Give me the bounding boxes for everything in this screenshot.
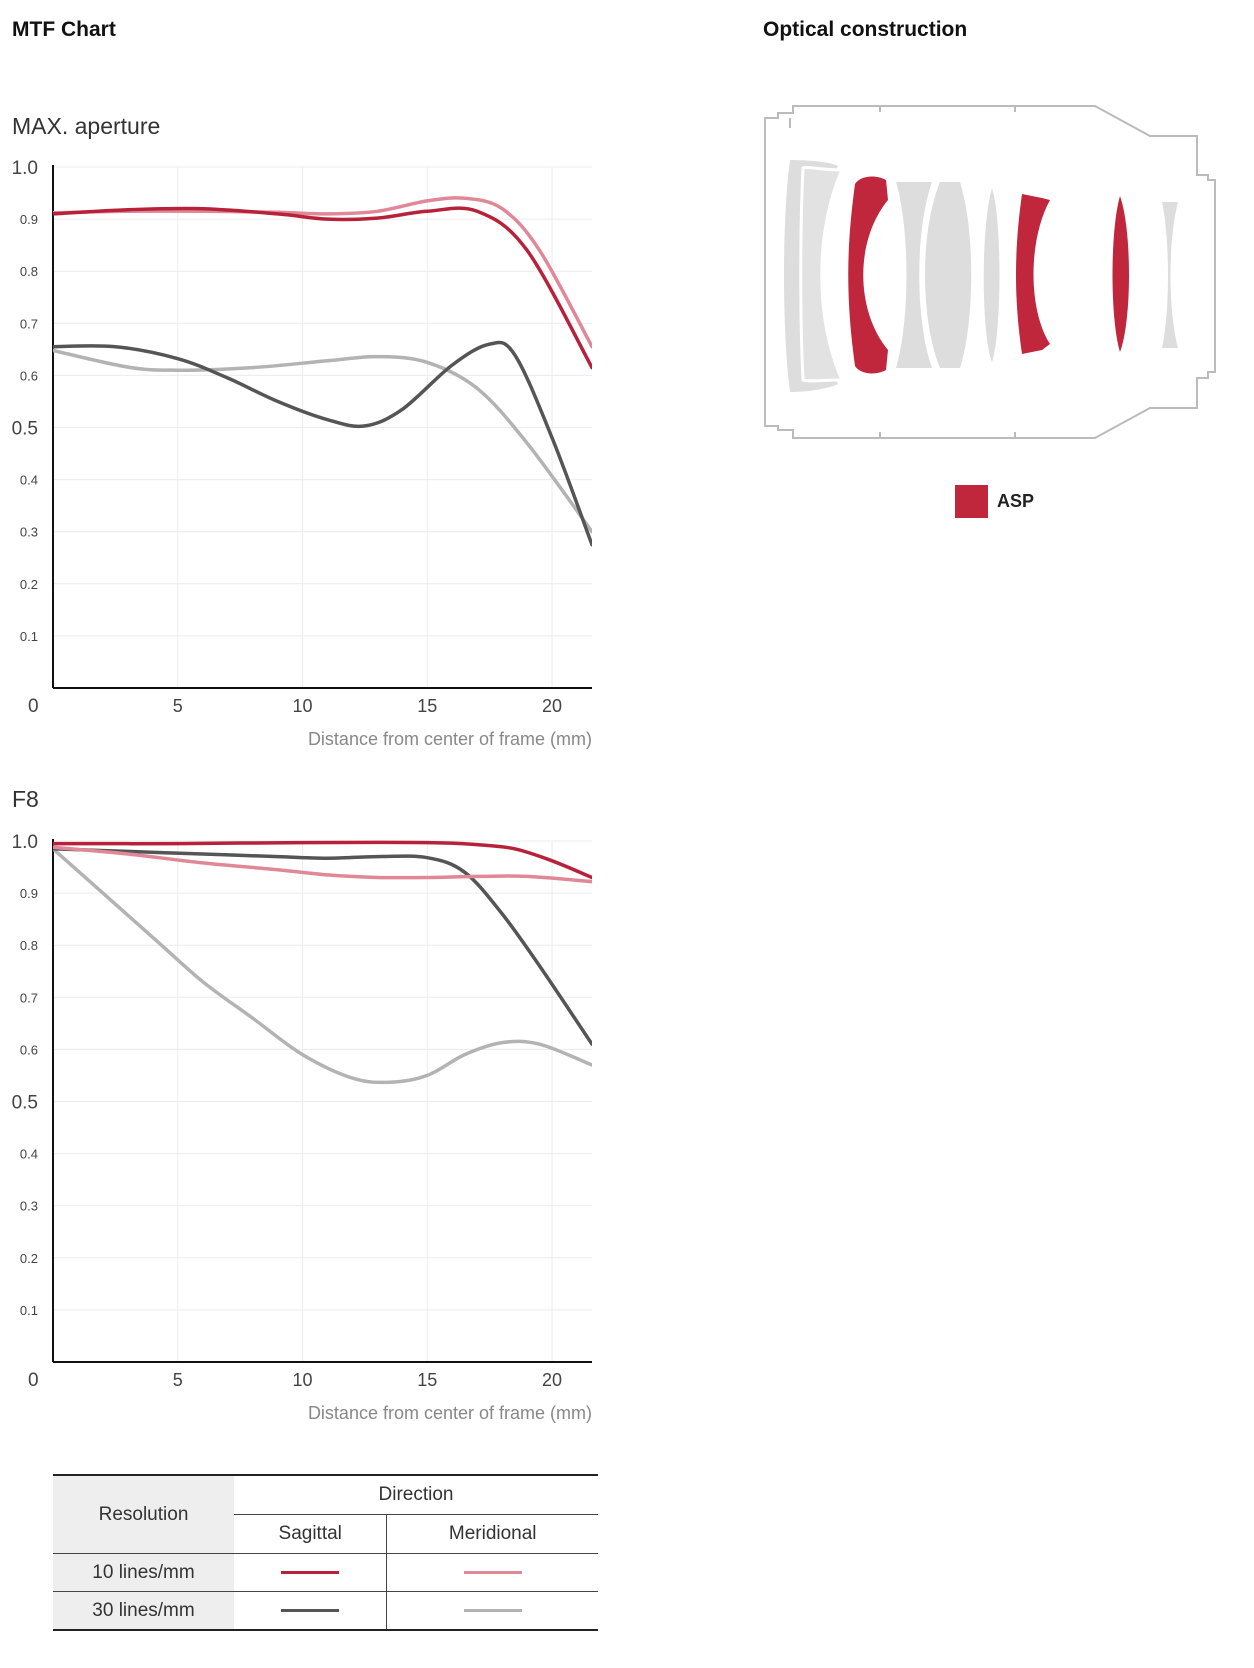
series-line-m10 [53,196,592,349]
lens-element-2 [799,165,845,383]
y-tick-label: 1.0 [12,158,38,179]
series-line-s30 [53,340,592,547]
x-tick-label: 10 [293,696,313,716]
x-tick-label: 5 [173,1370,183,1390]
lens-element-asp-3 [1112,196,1129,352]
f8-label: F8 [12,786,39,812]
x-tick-label: 20 [542,696,562,716]
resolution-header: Resolution [53,1474,234,1554]
max-aperture-label: MAX. aperture [12,113,161,139]
lens-element-5 [983,188,1000,362]
series-line-s30 [53,847,592,1046]
lens-barrel-outline [764,105,1216,439]
meridional-30-line [463,1608,522,1612]
y-tick-label: 0.8 [20,938,38,953]
series-line-m30 [53,847,592,1085]
y-tick-label: 0.8 [20,264,38,279]
x-tick-label: 15 [417,1370,437,1390]
y-tick-label: 0 [28,696,39,717]
y-tick-label: 0.6 [20,1042,38,1057]
meridional-30-sample [386,1591,598,1631]
y-tick-label: 0.2 [20,577,38,592]
barrel-notch-top [789,106,1016,128]
row-30-lines-label: 30 lines/mm [53,1591,234,1631]
y-tick-label: 0.5 [12,1093,38,1114]
asp-legend-label: ASP [997,491,1035,511]
lens-element-3 [896,182,932,368]
y-tick-label: 0.9 [20,212,38,227]
sagittal-header: Sagittal [234,1514,387,1554]
mtf-chart-heading: MTF Chart [12,18,116,41]
y-tick-label: 0.4 [20,1147,38,1162]
series-line-s10 [53,206,592,370]
sagittal-10-sample [234,1553,387,1592]
lens-element-asp-2 [1016,194,1050,354]
meridional-10-sample [386,1553,598,1592]
x-axis-label: Distance from center of frame (mm) [308,1403,592,1423]
grid [53,166,592,688]
y-tick-label: 0.3 [20,525,38,540]
x-tick-label: 5 [173,696,183,716]
sagittal-10-line [281,1570,340,1574]
lens-element-4 [925,182,972,368]
asp-legend-swatch [955,485,988,518]
meridional-10-line [463,1570,522,1574]
mtf-legend-table: Resolution Direction Sagittal Meridional… [53,1474,598,1631]
y-tick-label: 0.2 [20,1251,38,1266]
x-tick-label: 15 [417,696,437,716]
mtf-chart-f8: 0 0.1 0.2 0.3 0.4 0.5 0.6 0.7 0.8 0.9 1.0 5 10 15 20 Di… [12,832,592,1423]
optical-construction-diagram [764,105,1216,439]
y-tick-label: 0.3 [20,1199,38,1214]
y-tick-label: 0.6 [20,368,38,383]
y-tick-label: 0.7 [20,316,38,331]
lens-element-asp-1 [848,176,888,374]
barrel-notch-bottom [879,432,1016,438]
lens-element-6 [1162,202,1178,348]
sagittal-30-sample [234,1591,387,1631]
mtf-chart-max-aperture: 0 0.1 0.2 0.3 0.4 0.5 0.6 0.7 0.8 0.9 1.0 5 10 15 20 Di… [12,158,592,749]
direction-header: Direction [234,1474,598,1515]
x-tick-label: 20 [542,1370,562,1390]
y-tick-label: 0.1 [20,629,38,644]
meridional-header: Meridional [386,1514,598,1554]
grid [53,840,592,1362]
optical-construction-heading: Optical construction [763,18,968,41]
y-tick-label: 0.4 [20,473,38,488]
x-tick-label: 10 [293,1370,313,1390]
sagittal-30-line [281,1608,340,1612]
series-line-s10 [53,840,592,880]
series-line-m30 [53,348,592,534]
y-tick-label: 0.1 [20,1303,38,1318]
y-tick-label: 0.7 [20,990,38,1005]
y-tick-label: 0 [28,1370,39,1391]
y-tick-label: 1.0 [12,832,38,853]
series-line-m10 [53,845,592,884]
y-tick-label: 0.9 [20,886,38,901]
y-tick-label: 0.5 [12,419,38,440]
x-axis-label: Distance from center of frame (mm) [308,729,592,749]
row-10-lines-label: 10 lines/mm [53,1553,234,1592]
